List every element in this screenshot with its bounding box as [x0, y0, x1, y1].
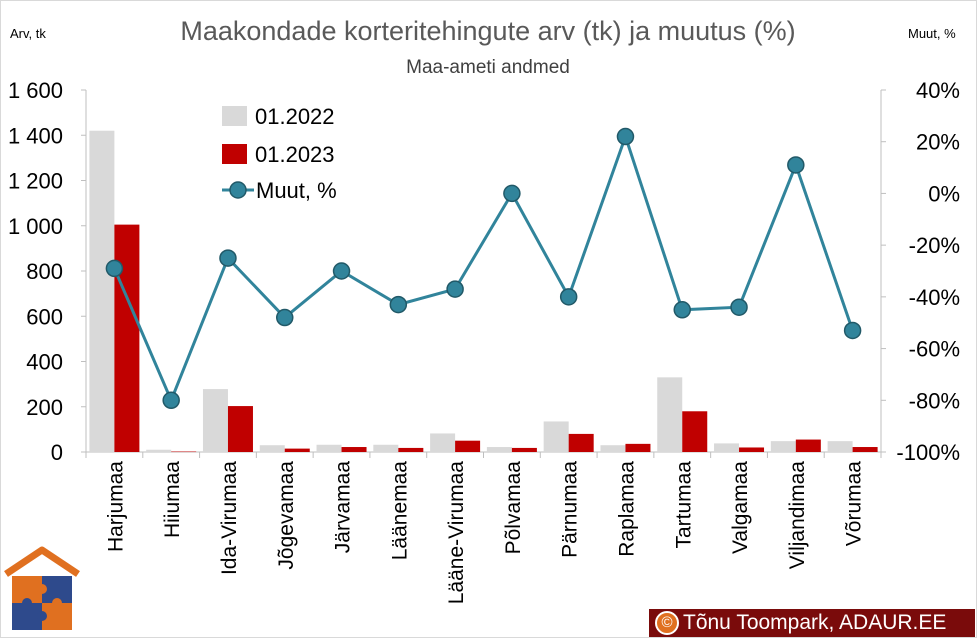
x-tick-label-Järvamaa: Järvamaa — [332, 461, 355, 554]
bar-01.2022-Hiiumaa — [146, 449, 172, 452]
bar-01.2022-Ida-Virumaa — [202, 389, 228, 452]
bar-01.2023-Harjumaa — [114, 224, 140, 452]
bar-01.2023-Hiiumaa — [171, 451, 197, 453]
bar-01.2022-Raplamaa — [600, 445, 626, 452]
x-tick-label-Lääne-Virumaa: Lääne-Virumaa — [445, 461, 468, 605]
y-tick-label-right: -80% — [909, 388, 960, 413]
y-tick-label-left: 400 — [26, 350, 63, 375]
line-point-Hiiumaa — [162, 391, 180, 410]
line-point-Järvamaa — [332, 262, 351, 280]
bar-01.2023-Valgamaa — [739, 447, 765, 452]
line-point-Põlvamaa — [503, 184, 521, 203]
y-tick-label-right: -40% — [909, 285, 960, 310]
line-point-Läänemaa — [389, 295, 408, 314]
bar-01.2022-Järvamaa — [316, 444, 342, 452]
bar-01.2022-Lääne-Virumaa — [430, 433, 456, 452]
bar-01.2022-Põlvamaa — [486, 447, 512, 452]
line-point-Võrumaa — [843, 321, 862, 340]
x-tick-label-Pärnumaa: Pärnumaa — [559, 461, 582, 558]
y-tick-label-left: 1 400 — [8, 123, 63, 148]
bar-01.2022-Läänemaa — [373, 444, 399, 452]
line-point-Harjumaa — [105, 259, 124, 278]
line-point-Tartumaa — [673, 301, 691, 319]
legend-label-muut: Muut, % — [256, 178, 337, 203]
bar-01.2023-Tartumaa — [682, 411, 708, 452]
chart-subtitle: Maa-ameti andmed — [406, 57, 570, 78]
chart-title: Maakondade korteritehingute arv (tk) ja … — [180, 16, 795, 46]
y-tick-label-left: 600 — [26, 304, 63, 329]
bar-01.2022-Valgamaa — [714, 443, 740, 452]
legend-label-2022: 01.2022 — [255, 104, 335, 129]
bar-01.2023-Ida-Virumaa — [227, 406, 253, 452]
x-tick-label-Tartumaa: Tartumaa — [672, 461, 695, 549]
x-tick-label-Võrumaa: Võrumaa — [843, 461, 866, 547]
bar-01.2023-Viljandimaa — [795, 439, 821, 452]
legend-swatch-2022 — [222, 106, 247, 126]
line-point-Valgamaa — [730, 298, 748, 316]
x-tick-label-Ida-Virumaa: Ida-Virumaa — [218, 461, 241, 575]
y-tick-label-right: 20% — [916, 130, 960, 155]
copyright-credit: © Tõnu Toompark, ADAUR.EE — [649, 609, 975, 637]
bar-01.2022-Harjumaa — [89, 130, 115, 452]
bar-01.2022-Viljandimaa — [770, 441, 796, 452]
bar-01.2023-Jõgevamaa — [284, 448, 310, 452]
y-tick-label-left: 1 200 — [8, 169, 63, 194]
bar-01.2022-Tartumaa — [657, 377, 683, 452]
line-point-Raplamaa — [616, 127, 635, 146]
legend-label-2023: 01.2023 — [255, 142, 335, 167]
line-point-Jõgevamaa — [276, 308, 294, 327]
y-tick-label-left: 1 000 — [8, 214, 63, 239]
y-tick-label-right: -20% — [909, 233, 960, 258]
credit-text: Tõnu Toompark, ADAUR.EE — [683, 611, 947, 634]
bar-01.2023-Pärnumaa — [568, 433, 594, 452]
line-point-Lääne-Virumaa — [446, 280, 464, 298]
copyright-icon: © — [655, 611, 679, 635]
line-series-muut — [113, 131, 855, 405]
bar-01.2023-Lääne-Virumaa — [455, 440, 481, 452]
x-tick-label-Põlvamaa: Põlvamaa — [502, 461, 525, 555]
bar-01.2023-Raplamaa — [625, 443, 651, 452]
bar-01.2022-Võrumaa — [827, 441, 853, 452]
x-tick-label-Jõgevamaa: Jõgevamaa — [275, 461, 298, 570]
x-tick-label-Raplamaa: Raplamaa — [615, 461, 638, 557]
x-tick-label-Hiiumaa: Hiiumaa — [161, 461, 184, 538]
y-axis-label-left: Arv, tk — [10, 26, 46, 41]
y-tick-label-right: 40% — [916, 78, 960, 103]
y-tick-label-right: -100% — [896, 440, 960, 465]
legend-swatch-2023 — [222, 144, 247, 164]
bar-01.2023-Läänemaa — [398, 447, 424, 452]
bar-01.2022-Pärnumaa — [543, 421, 569, 452]
bar-01.2023-Järvamaa — [341, 447, 367, 452]
legend-swatch-muut-marker — [229, 181, 247, 199]
x-tick-label-Läänemaa: Läänemaa — [388, 461, 411, 561]
y-tick-label-left: 800 — [26, 259, 63, 284]
bar-01.2023-Võrumaa — [852, 447, 878, 452]
y-tick-label-left: 0 — [51, 440, 63, 465]
bar-01.2023-Põlvamaa — [511, 447, 537, 452]
line-point-Ida-Virumaa — [219, 249, 237, 267]
line-point-Viljandimaa — [787, 156, 805, 174]
x-tick-label-Viljandimaa: Viljandimaa — [786, 461, 809, 569]
y-axis-label-right: Muut, % — [908, 26, 956, 41]
y-tick-label-left: 200 — [26, 395, 63, 420]
x-tick-label-Valgamaa: Valgamaa — [729, 461, 752, 554]
bar-01.2022-Jõgevamaa — [259, 445, 285, 452]
line-point-Pärnumaa — [559, 288, 578, 306]
puzzle-house-logo — [4, 546, 80, 630]
y-tick-label-right: 0% — [928, 181, 960, 206]
y-tick-label-right: -60% — [909, 337, 960, 362]
y-tick-label-left: 1 600 — [8, 78, 63, 103]
x-tick-label-Harjumaa: Harjumaa — [104, 461, 127, 552]
